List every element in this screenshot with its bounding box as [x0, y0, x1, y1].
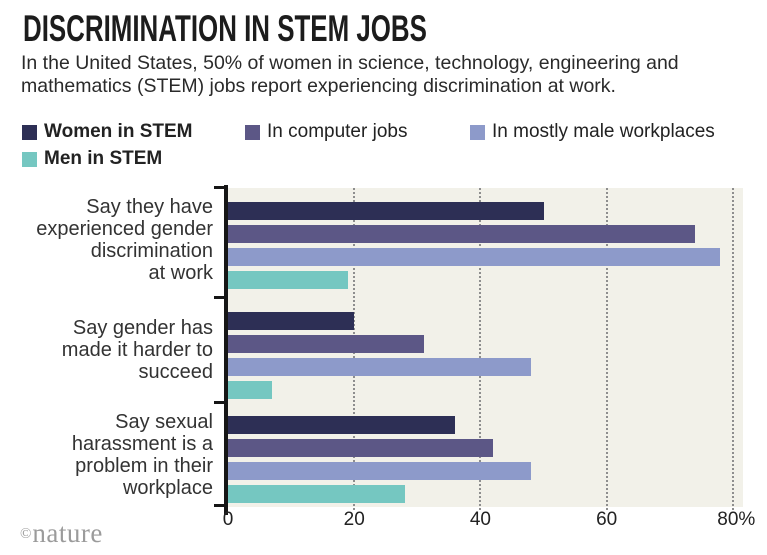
- bar-in-computer-jobs: [228, 225, 696, 243]
- chart-subtitle: In the United States, 50% of women in sc…: [21, 52, 679, 98]
- legend-label: In computer jobs: [267, 121, 408, 142]
- legend-item-in-computer-jobs: In computer jobs: [245, 121, 407, 143]
- row-label-line: at work: [148, 262, 213, 284]
- row-label-line: discrimination: [90, 240, 213, 262]
- gridline-40: [479, 188, 482, 510]
- bar-women-in-stem: [228, 312, 355, 330]
- plot-area: 0 20 40 60 80%: [214, 185, 755, 530]
- bar-in-computer-jobs: [228, 439, 494, 457]
- bar-group-3: [228, 416, 743, 508]
- y-axis: [224, 185, 228, 515]
- gridline-80: [731, 188, 734, 510]
- row-label-line: harassment is a: [71, 433, 213, 455]
- legend-item-women-in-stem: Women in STEM: [22, 121, 192, 143]
- bar-women-in-stem: [228, 202, 544, 220]
- legend-swatch-men-in-stem: [22, 151, 37, 167]
- row-label-line: problem in their: [75, 455, 213, 477]
- row-label-line: Say they have: [86, 196, 213, 218]
- row-label-line: Say sexual: [115, 411, 213, 433]
- row-label-line: Say gender has: [72, 317, 213, 339]
- bar-group-2: [228, 312, 743, 404]
- row-label-3: Say sexual harassment is a problem in thei…: [0, 411, 213, 499]
- y-axis-tick: [214, 296, 225, 299]
- bar-group-1: [228, 202, 743, 294]
- legend-label: Women in STEM: [44, 121, 193, 142]
- bar-men-in-stem: [228, 485, 405, 503]
- bar-in-mostly-male-workplaces: [228, 462, 531, 480]
- legend-item-men-in-stem: Men in STEM: [22, 148, 162, 170]
- y-axis-tick: [214, 401, 225, 404]
- bar-men-in-stem: [228, 381, 273, 399]
- bar-chart: Say they have experienced gender discrimin…: [0, 185, 767, 555]
- legend-item-in-mostly-male-workplaces: In mostly male workplaces: [470, 121, 715, 143]
- legend-label: Men in STEM: [44, 148, 163, 169]
- x-axis-label-20: 20: [343, 509, 365, 530]
- x-axis-label-60: 60: [596, 509, 618, 530]
- legend-swatch-women-in-stem: [22, 124, 37, 140]
- x-axis-label-40: 40: [469, 509, 492, 530]
- bar-in-computer-jobs: [228, 335, 424, 353]
- legend-swatch-in-computer-jobs: [245, 124, 260, 140]
- subtitle-line: mathematics (STEM) jobs report experienc…: [21, 75, 616, 97]
- y-axis-tick: [214, 504, 225, 507]
- subtitle-line: In the United States, 50% of women in sc…: [21, 52, 679, 74]
- copyright-icon: ©: [20, 526, 32, 542]
- row-label-line: succeed: [138, 361, 214, 383]
- row-label-line: experienced gender: [36, 218, 213, 240]
- nature-logo: ©nature: [20, 518, 103, 549]
- row-label-line: made it harder to: [61, 339, 213, 361]
- gridline-60: [605, 188, 608, 510]
- x-axis-label-80: 80%: [717, 509, 756, 530]
- x-axis-label-0: 0: [222, 509, 234, 530]
- row-label-2: Say gender has made it harder to succeed: [0, 317, 213, 383]
- chart-title: DISCRIMINATION IN STEM JOBS: [23, 8, 427, 49]
- row-label-1: Say they have experienced gender discrimin…: [0, 196, 213, 284]
- nature-wordmark: nature: [32, 518, 103, 548]
- legend-label: In mostly male workplaces: [492, 121, 715, 142]
- bar-in-mostly-male-workplaces: [228, 358, 531, 376]
- row-label-line: workplace: [122, 477, 213, 499]
- bar-women-in-stem: [228, 416, 456, 434]
- legend-swatch-in-mostly-male-workplaces: [470, 124, 485, 140]
- bar-men-in-stem: [228, 271, 348, 289]
- bar-in-mostly-male-workplaces: [228, 248, 721, 266]
- y-axis-tick: [214, 186, 225, 189]
